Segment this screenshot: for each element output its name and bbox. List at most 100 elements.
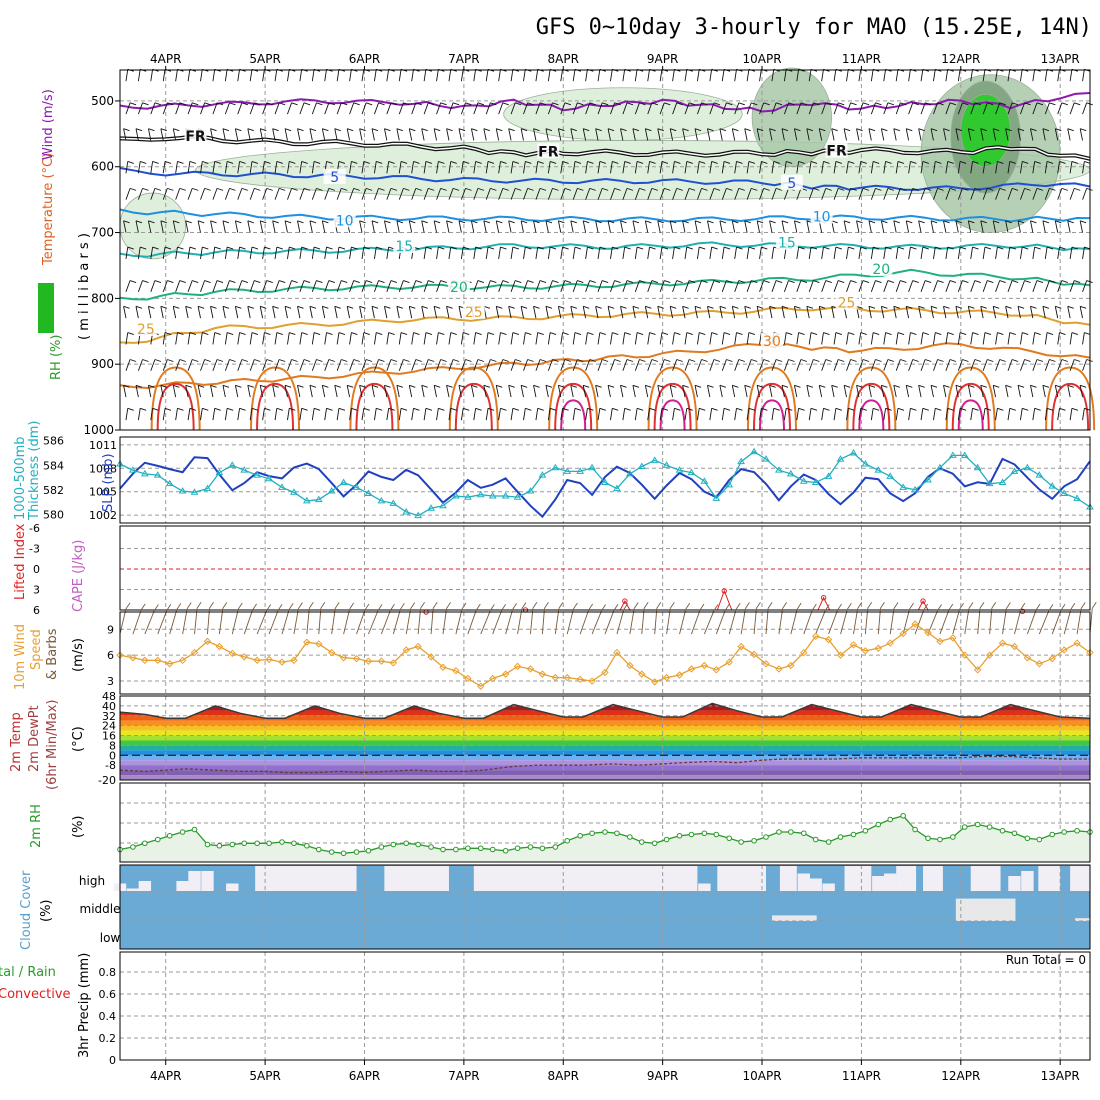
surface-isotherm-loop [752, 382, 791, 431]
wind-barb [483, 128, 487, 141]
wind-barb-flag [421, 305, 428, 309]
wind-barb [421, 220, 425, 233]
isotherm-label: FR [185, 129, 206, 145]
wind-barb [533, 306, 537, 319]
wind-barb-flag [378, 359, 385, 362]
wind-barb-flag [1009, 407, 1016, 411]
wind-barb [620, 385, 624, 398]
wind-barb [411, 188, 417, 200]
wind-barb [237, 161, 241, 174]
wind-barb-flag [968, 220, 975, 224]
wind-barb-flag [922, 246, 929, 250]
wind-barb [808, 246, 812, 259]
wind-barb-flag [192, 280, 199, 283]
wind-barb [634, 408, 638, 421]
wind-barb [672, 280, 678, 292]
wind-barb-flag [761, 246, 768, 250]
wind-barb-flag [1030, 305, 1037, 309]
wind-barb-flag [738, 102, 745, 106]
wind-barb [311, 246, 315, 259]
wind-barb-flag [297, 384, 304, 388]
wind-barb [905, 220, 910, 233]
wind-barb [498, 188, 504, 200]
wind-barb [870, 332, 874, 345]
wind-barb-flag [1084, 332, 1091, 336]
wind-barb [458, 220, 462, 233]
wind-barb [197, 385, 201, 398]
wind-barb-flag [226, 332, 234, 336]
wind-barb-flag [980, 220, 987, 224]
wind-barb-flag [910, 407, 917, 411]
wind-barb [597, 408, 601, 421]
wind10-barb [691, 609, 701, 635]
wind10-barb-flag [767, 601, 773, 609]
wind-barb-flag [868, 305, 876, 309]
wind-barb [212, 188, 218, 200]
wind-barb [436, 102, 442, 115]
wind-barb-flag [127, 407, 134, 411]
wind-barb-flag [676, 187, 683, 191]
surface-isotherm-loop [746, 366, 797, 431]
surface-isotherm-loop [355, 382, 394, 431]
wind-barb [721, 332, 725, 345]
wind-barb-flag [483, 220, 490, 224]
wind-barb-flag [912, 359, 919, 362]
wind-barb-flag [1071, 246, 1079, 250]
wind-barb-flag [751, 102, 758, 106]
thickness-marker [613, 484, 621, 492]
wind-barb-flag [881, 128, 888, 132]
wind-barb [309, 220, 313, 233]
wind-barb [547, 408, 551, 421]
wind-barb-flag [539, 359, 547, 362]
wind-barb-flag [843, 128, 851, 132]
wind-barb-flag [711, 407, 718, 411]
wind-barb [523, 246, 526, 259]
thickness-marker [700, 477, 709, 484]
rh2m-marker [353, 849, 360, 855]
wind-barb-flag [748, 161, 756, 164]
wind-barb [460, 246, 464, 259]
wind-barb [384, 128, 388, 141]
wind-barb-flag [906, 128, 913, 132]
wind-barb [1007, 188, 1013, 200]
wind-barb-flag [781, 384, 789, 388]
wind-barb [560, 408, 564, 421]
wind-barb-flag [371, 220, 379, 224]
wind-barb-flag [599, 332, 606, 336]
wind10-barb [728, 609, 737, 635]
wind-barb [905, 128, 910, 141]
wind-barb [523, 161, 526, 174]
wind-barb [672, 188, 678, 200]
wind-barb [473, 332, 477, 345]
wind-barb-flag [947, 332, 954, 336]
wind10-barb-flag [867, 601, 873, 609]
surface-isotherm-loop [945, 366, 996, 431]
wind-barb [284, 306, 288, 319]
wind-barb [607, 128, 611, 141]
wind-barb-flag [984, 246, 992, 250]
wind-barb [734, 102, 740, 115]
wind-barb [299, 332, 303, 345]
wind-barb [436, 332, 439, 345]
wind10-marker [352, 654, 361, 663]
wind-barb [970, 102, 976, 115]
wind-barb-flag [562, 407, 569, 411]
wind-barb [386, 161, 390, 174]
wind10-barb [119, 608, 127, 635]
wind-barb [806, 385, 810, 398]
wind-barb [1019, 161, 1023, 174]
wind-barb [982, 246, 986, 259]
wind-barb-flag [713, 187, 721, 191]
wind-barb [421, 385, 425, 398]
wind10-barb-flag [643, 601, 649, 609]
wind10-barb [455, 608, 463, 635]
time-label-top: 11APR [842, 52, 881, 66]
wind-barb [821, 246, 824, 259]
wind10-barb-flag [1020, 602, 1026, 610]
precip-tick: 0.4 [99, 1010, 117, 1023]
wind-barb [721, 359, 727, 371]
thickness-marker [762, 455, 770, 462]
wind-barb [460, 188, 466, 200]
wind-barb [769, 220, 773, 233]
wind10-barb [368, 610, 379, 635]
